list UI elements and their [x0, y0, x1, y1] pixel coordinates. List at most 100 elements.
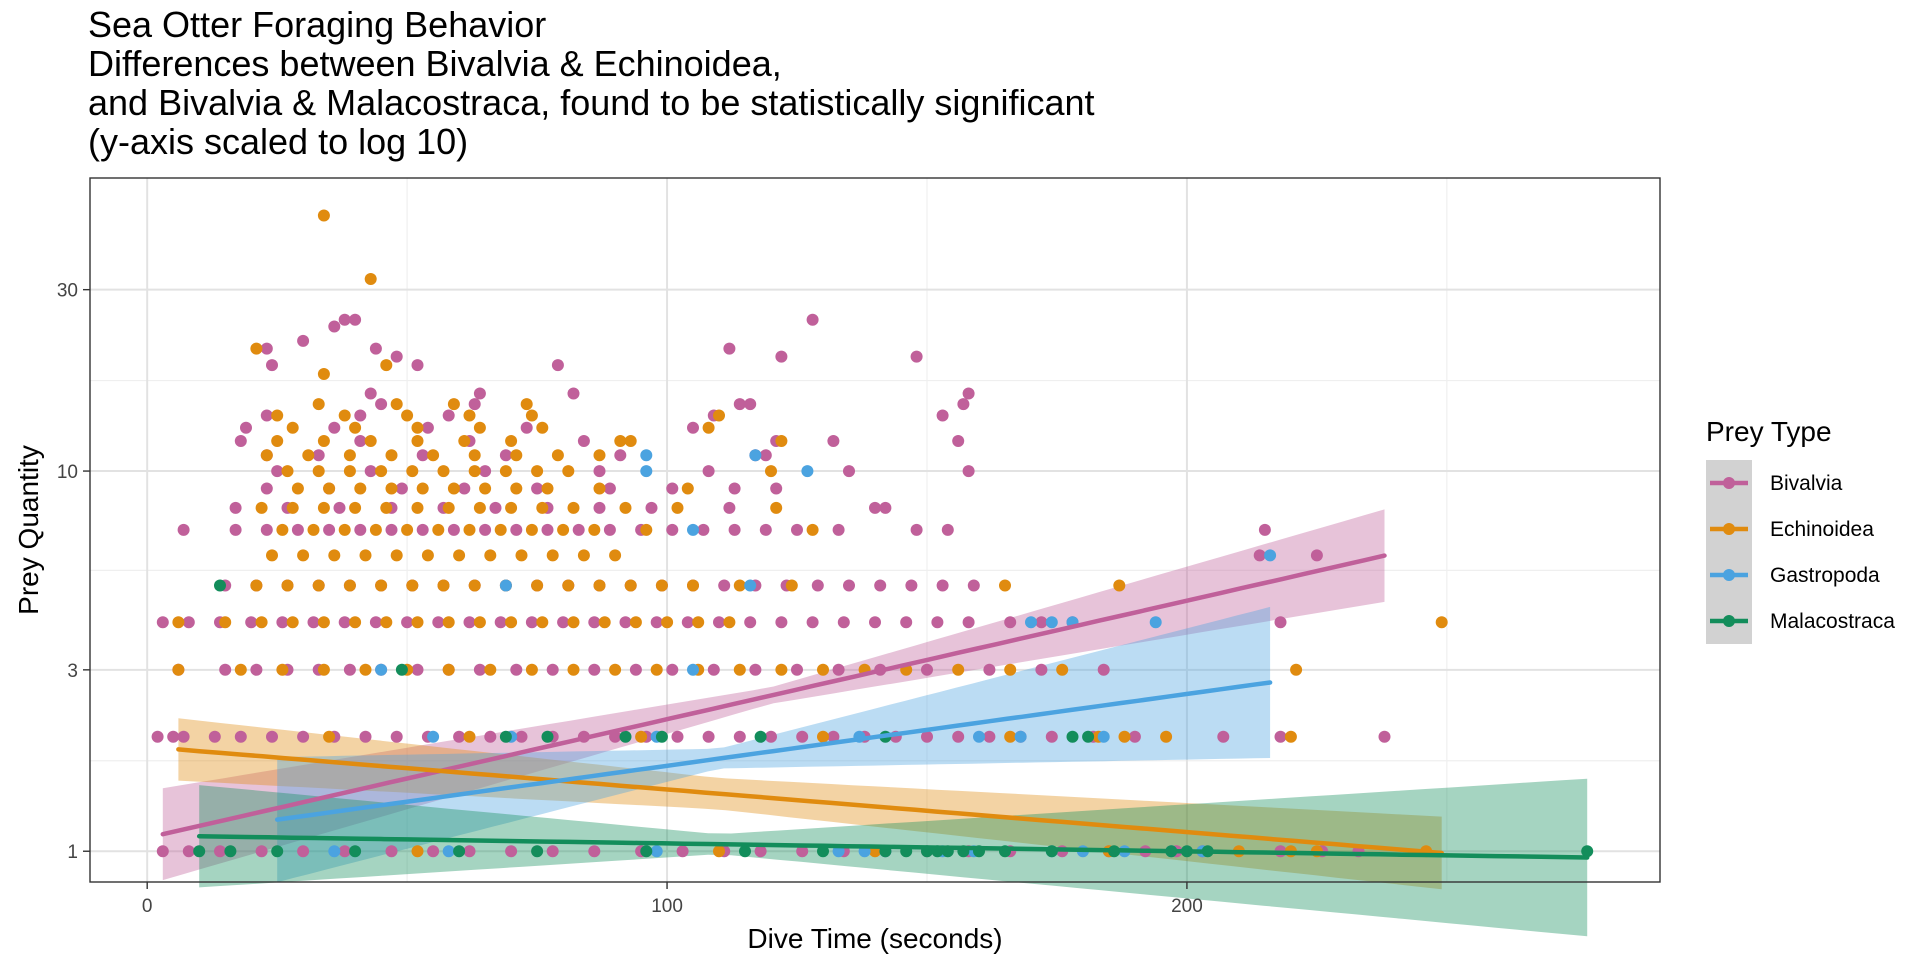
data-point-echinoidea [525, 663, 538, 676]
data-point-bivalvia [229, 501, 242, 514]
data-point-echinoidea [593, 482, 606, 495]
data-point-echinoidea [271, 409, 284, 422]
data-point-echinoidea [484, 663, 497, 676]
data-point-bivalvia [681, 616, 694, 629]
legend-key-point [1723, 569, 1735, 581]
data-point-echinoidea [328, 549, 341, 562]
data-point-bivalvia [260, 342, 273, 355]
data-point-malacostraca [193, 845, 206, 858]
data-point-bivalvia [962, 465, 975, 478]
data-point-bivalvia [182, 845, 195, 858]
data-point-malacostraca [817, 845, 829, 858]
data-point-bivalvia [1274, 730, 1287, 743]
data-point-gastropoda [801, 465, 814, 478]
data-point-echinoidea [281, 465, 294, 478]
data-point-echinoidea [624, 579, 637, 592]
data-point-bivalvia [494, 616, 507, 629]
data-point-bivalvia [832, 663, 845, 676]
data-point-bivalvia [1258, 523, 1271, 536]
data-point-bivalvia [650, 616, 663, 629]
data-point-bivalvia [297, 845, 310, 858]
data-point-echinoidea [1004, 730, 1017, 743]
data-point-bivalvia [546, 845, 559, 858]
data-point-bivalvia [525, 616, 538, 629]
data-point-echinoidea [323, 482, 336, 495]
data-point-bivalvia [744, 616, 757, 629]
data-point-bivalvia [796, 730, 809, 743]
confidence-band-gastropoda [277, 606, 1271, 883]
data-point-bivalvia [629, 663, 642, 676]
x-tick-label: 200 [1171, 896, 1203, 917]
data-point-echinoidea [723, 616, 736, 629]
data-point-echinoidea [775, 663, 788, 676]
data-point-echinoidea [349, 616, 362, 629]
data-point-bivalvia [879, 501, 892, 514]
data-point-echinoidea [390, 549, 403, 562]
data-point-bivalvia [832, 523, 845, 536]
data-point-echinoidea [593, 449, 606, 462]
data-point-echinoidea [297, 549, 310, 562]
data-point-echinoidea [286, 421, 299, 434]
data-point-bivalvia [447, 523, 460, 536]
data-point-bivalvia [245, 616, 258, 629]
data-point-bivalvia [770, 482, 783, 495]
data-point-echinoidea [635, 730, 648, 743]
data-point-echinoidea [713, 845, 725, 858]
data-point-bivalvia [364, 465, 377, 478]
data-point-bivalvia [1310, 549, 1323, 562]
data-point-bivalvia [453, 730, 466, 743]
title-line-4: (y-axis scaled to log 10) [88, 121, 468, 162]
data-point-bivalvia [791, 663, 803, 676]
data-point-echinoidea [302, 449, 315, 462]
data-point-gastropoda [442, 845, 455, 858]
data-point-bivalvia [323, 523, 336, 536]
data-point-bivalvia [936, 579, 949, 592]
data-point-echinoidea [661, 616, 674, 629]
data-point-bivalvia [390, 730, 403, 743]
data-point-bivalvia [354, 523, 367, 536]
data-point-bivalvia [328, 320, 341, 333]
data-point-echinoidea [442, 663, 455, 676]
data-point-malacostraca [655, 730, 668, 743]
data-point-malacostraca [619, 730, 632, 743]
data-point-echinoidea [577, 549, 590, 562]
data-point-gastropoda [1025, 616, 1037, 629]
data-point-bivalvia [499, 449, 512, 462]
data-point-gastropoda [640, 465, 653, 478]
data-point-echinoidea [442, 616, 455, 629]
data-point-echinoidea [385, 449, 398, 462]
data-point-echinoidea [463, 730, 476, 743]
data-point-malacostraca [541, 730, 554, 743]
data-point-bivalvia [234, 730, 247, 743]
data-point-bivalvia [177, 730, 190, 743]
data-point-bivalvia [791, 523, 803, 536]
data-point-echinoidea [733, 663, 746, 676]
data-point-bivalvia [312, 449, 325, 462]
data-point-bivalvia [588, 845, 601, 858]
data-point-bivalvia [572, 523, 585, 536]
data-point-echinoidea [468, 449, 481, 462]
legend-label-echinoidea: Echinoidea [1770, 518, 1874, 541]
data-point-bivalvia [869, 501, 881, 514]
data-point-bivalvia [328, 421, 341, 434]
y-axis: 1 3 10 30 [57, 281, 90, 863]
data-point-bivalvia [837, 616, 850, 629]
data-point-bivalvia [359, 730, 372, 743]
data-point-echinoidea [411, 501, 424, 514]
data-point-echinoidea [375, 465, 388, 478]
data-point-bivalvia [489, 501, 502, 514]
data-point-bivalvia [177, 523, 190, 536]
data-point-gastropoda [375, 663, 388, 676]
data-point-bivalvia [515, 730, 528, 743]
data-point-bivalvia [983, 663, 996, 676]
data-point-bivalvia [338, 313, 351, 326]
scatter-points [151, 209, 1594, 858]
data-point-bivalvia [874, 579, 887, 592]
data-point-bivalvia [775, 350, 788, 363]
data-point-echinoidea [271, 435, 284, 447]
data-point-bivalvia [510, 523, 523, 536]
data-point-bivalvia [754, 845, 767, 858]
legend-key-point [1723, 523, 1735, 535]
data-point-bivalvia [614, 449, 627, 462]
data-point-bivalvia [728, 482, 741, 495]
